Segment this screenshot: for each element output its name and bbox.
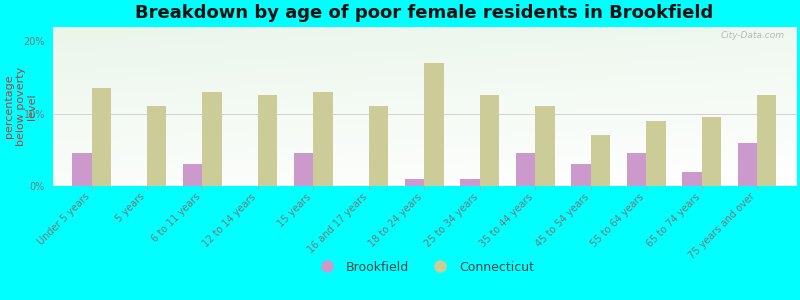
Legend: Brookfield, Connecticut: Brookfield, Connecticut (310, 256, 539, 279)
Bar (590, 135, 610, 186)
Bar (702, 117, 721, 186)
Bar (91, 88, 111, 186)
Bar (369, 106, 388, 186)
Bar (626, 153, 646, 186)
Y-axis label: percentage
below poverty
level: percentage below poverty level (4, 67, 38, 146)
Text: City-Data.com: City-Data.com (721, 31, 785, 40)
Bar (294, 153, 314, 186)
Bar (682, 172, 702, 186)
Bar (314, 92, 333, 186)
Bar (72, 153, 91, 186)
Bar (183, 164, 202, 186)
Bar (424, 63, 444, 186)
Bar (258, 95, 278, 186)
Title: Breakdown by age of poor female residents in Brookfield: Breakdown by age of poor female resident… (135, 4, 714, 22)
Bar (202, 92, 222, 186)
Bar (147, 106, 166, 186)
Bar (405, 179, 424, 186)
Bar (757, 95, 777, 186)
Bar (571, 164, 590, 186)
Bar (516, 153, 535, 186)
Bar (480, 95, 499, 186)
Bar (535, 106, 554, 186)
Bar (738, 142, 757, 186)
Bar (460, 179, 480, 186)
Bar (646, 121, 666, 186)
